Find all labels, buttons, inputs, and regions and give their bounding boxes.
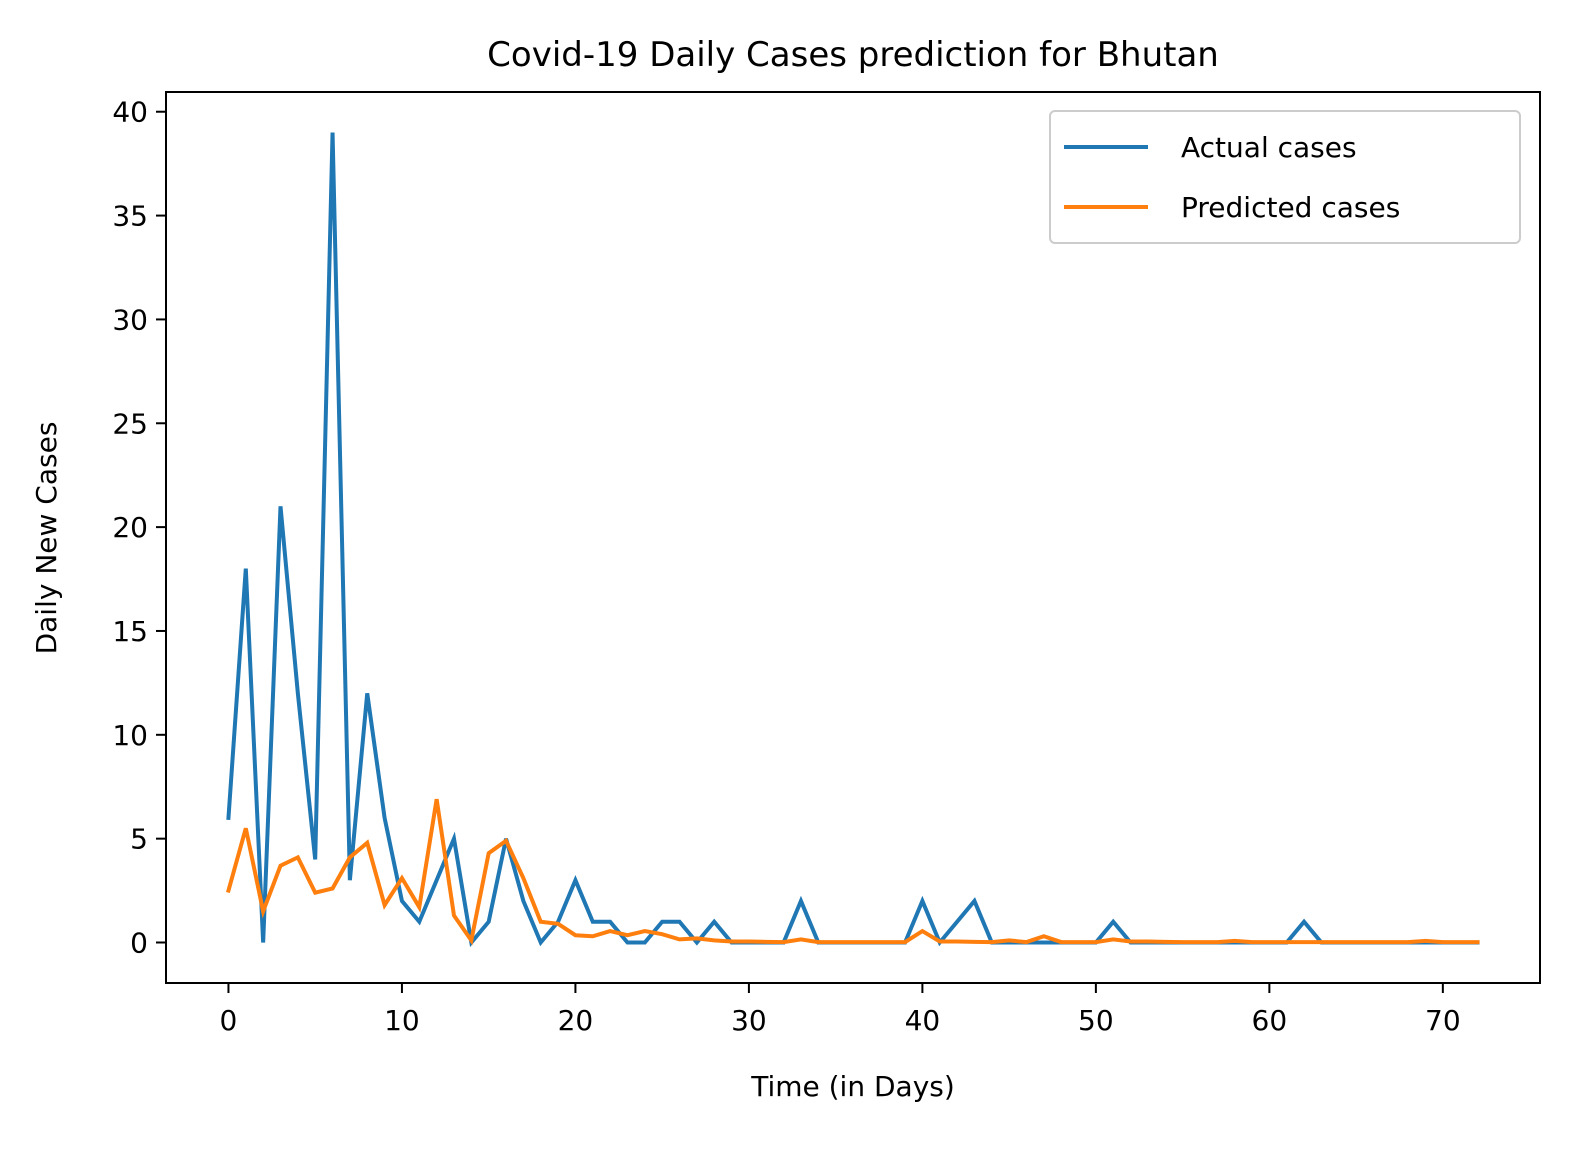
axes-frame xyxy=(165,91,1541,984)
y-axis-label: Daily New Cases xyxy=(30,422,63,655)
series-layer xyxy=(225,132,1480,948)
y-tick-label: 0 xyxy=(130,927,148,960)
x-tick-label: 20 xyxy=(558,1004,594,1037)
y-tick-label: 10 xyxy=(112,719,148,752)
x-tick-label: 40 xyxy=(905,1004,941,1037)
y-tick-label: 35 xyxy=(112,200,148,233)
legend-label-predicted-cases: Predicted cases xyxy=(1181,191,1400,224)
x-axis-label: Time (in Days) xyxy=(750,1070,955,1103)
x-tick-label: 10 xyxy=(384,1004,420,1037)
y-tick-label: 20 xyxy=(112,511,148,544)
y-tick-label: 15 xyxy=(112,615,148,648)
x-tick-label: 60 xyxy=(1252,1004,1288,1037)
legend-label-actual-cases: Actual cases xyxy=(1181,131,1357,164)
x-axis-ticks: 0 10 20 30 40 50 60 70 xyxy=(220,983,1461,1037)
y-tick-label: 5 xyxy=(130,823,148,856)
plot-area xyxy=(165,91,1541,984)
legend-box xyxy=(1049,110,1521,244)
y-tick-label: 40 xyxy=(112,96,148,129)
series-line-predicted-cases xyxy=(225,798,1480,946)
y-axis-ticks: 0 5 10 15 20 25 30 35 40 xyxy=(112,96,166,960)
x-tick-label: 0 xyxy=(220,1004,238,1037)
y-tick-label: 25 xyxy=(112,407,148,440)
chart-title: Covid-19 Daily Cases prediction for Bhut… xyxy=(487,35,1219,75)
x-tick-label: 50 xyxy=(1078,1004,1114,1037)
x-tick-label: 30 xyxy=(731,1004,767,1037)
legend: Actual cases Predicted cases xyxy=(1049,110,1521,244)
x-tick-label: 70 xyxy=(1425,1004,1461,1037)
y-tick-label: 30 xyxy=(112,303,148,336)
